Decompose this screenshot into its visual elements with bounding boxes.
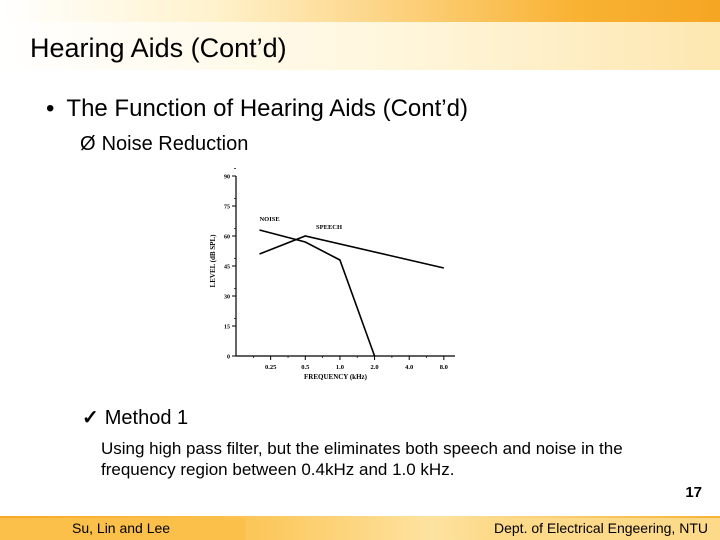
page-number: 17 [685,484,702,501]
main-bullet-text: The Function of Hearing Aids (Cont’d) [66,95,468,122]
bullet-dot-icon: • [46,95,55,122]
sub-bullet-text: Noise Reduction [101,133,249,155]
method-text: Method 1 [104,407,189,429]
y-tick-label: 45 [224,265,230,271]
main-bullet: • The Function of Hearing Aids (Cont’d) [46,95,468,123]
x-tick-label: 8.0 [440,364,448,371]
x-tick-label: 4.0 [405,364,413,371]
series-label-speech: SPEECH [316,224,342,231]
arrow-bullet-icon: Ø [80,133,96,155]
y-tick-label: 30 [224,295,230,301]
x-tick-label: 2.0 [371,364,379,371]
top-decor-band [0,0,720,22]
y-tick-label: 90 [224,175,230,181]
x-tick-label: 0.25 [265,364,277,371]
footer-left-box [0,518,245,540]
method-description: Using high pass filter, but the eliminat… [101,439,623,479]
sub-bullet: Ø Noise Reduction [80,133,248,156]
series-line-noise [259,229,376,357]
slide-title: Hearing Aids (Cont’d) [30,33,287,63]
series-line-speech [259,235,445,269]
y-tick-label: 75 [224,205,230,211]
y-tick-label: 60 [224,235,230,241]
x-tick-label: 0.5 [301,364,310,371]
y-axis-label: LEVEL (dB SPL) [209,234,217,288]
footer-right-box [482,518,720,540]
y-tick-label: 15 [224,325,230,331]
footer-authors: Su, Lin and Lee [72,520,171,536]
y-tick-label: 0 [227,355,230,361]
method-bullet: ✓ Method 1 [82,405,188,430]
series-label-noise: NOISE [259,216,279,223]
noise-speech-chart: 0 15 30 45 60 75 90 0.25 0.5 1.0 2.0 4.0 8.0 FREQUENC… [209,168,455,381]
x-tick-label: 1.0 [336,364,344,371]
title-bar [0,22,720,70]
footer-department: Dept. of Electrical Engeering, NTU [494,520,708,536]
checkmark-icon: ✓ [82,407,99,429]
x-axis-label: FREQUENCY (kHz) [304,373,368,381]
